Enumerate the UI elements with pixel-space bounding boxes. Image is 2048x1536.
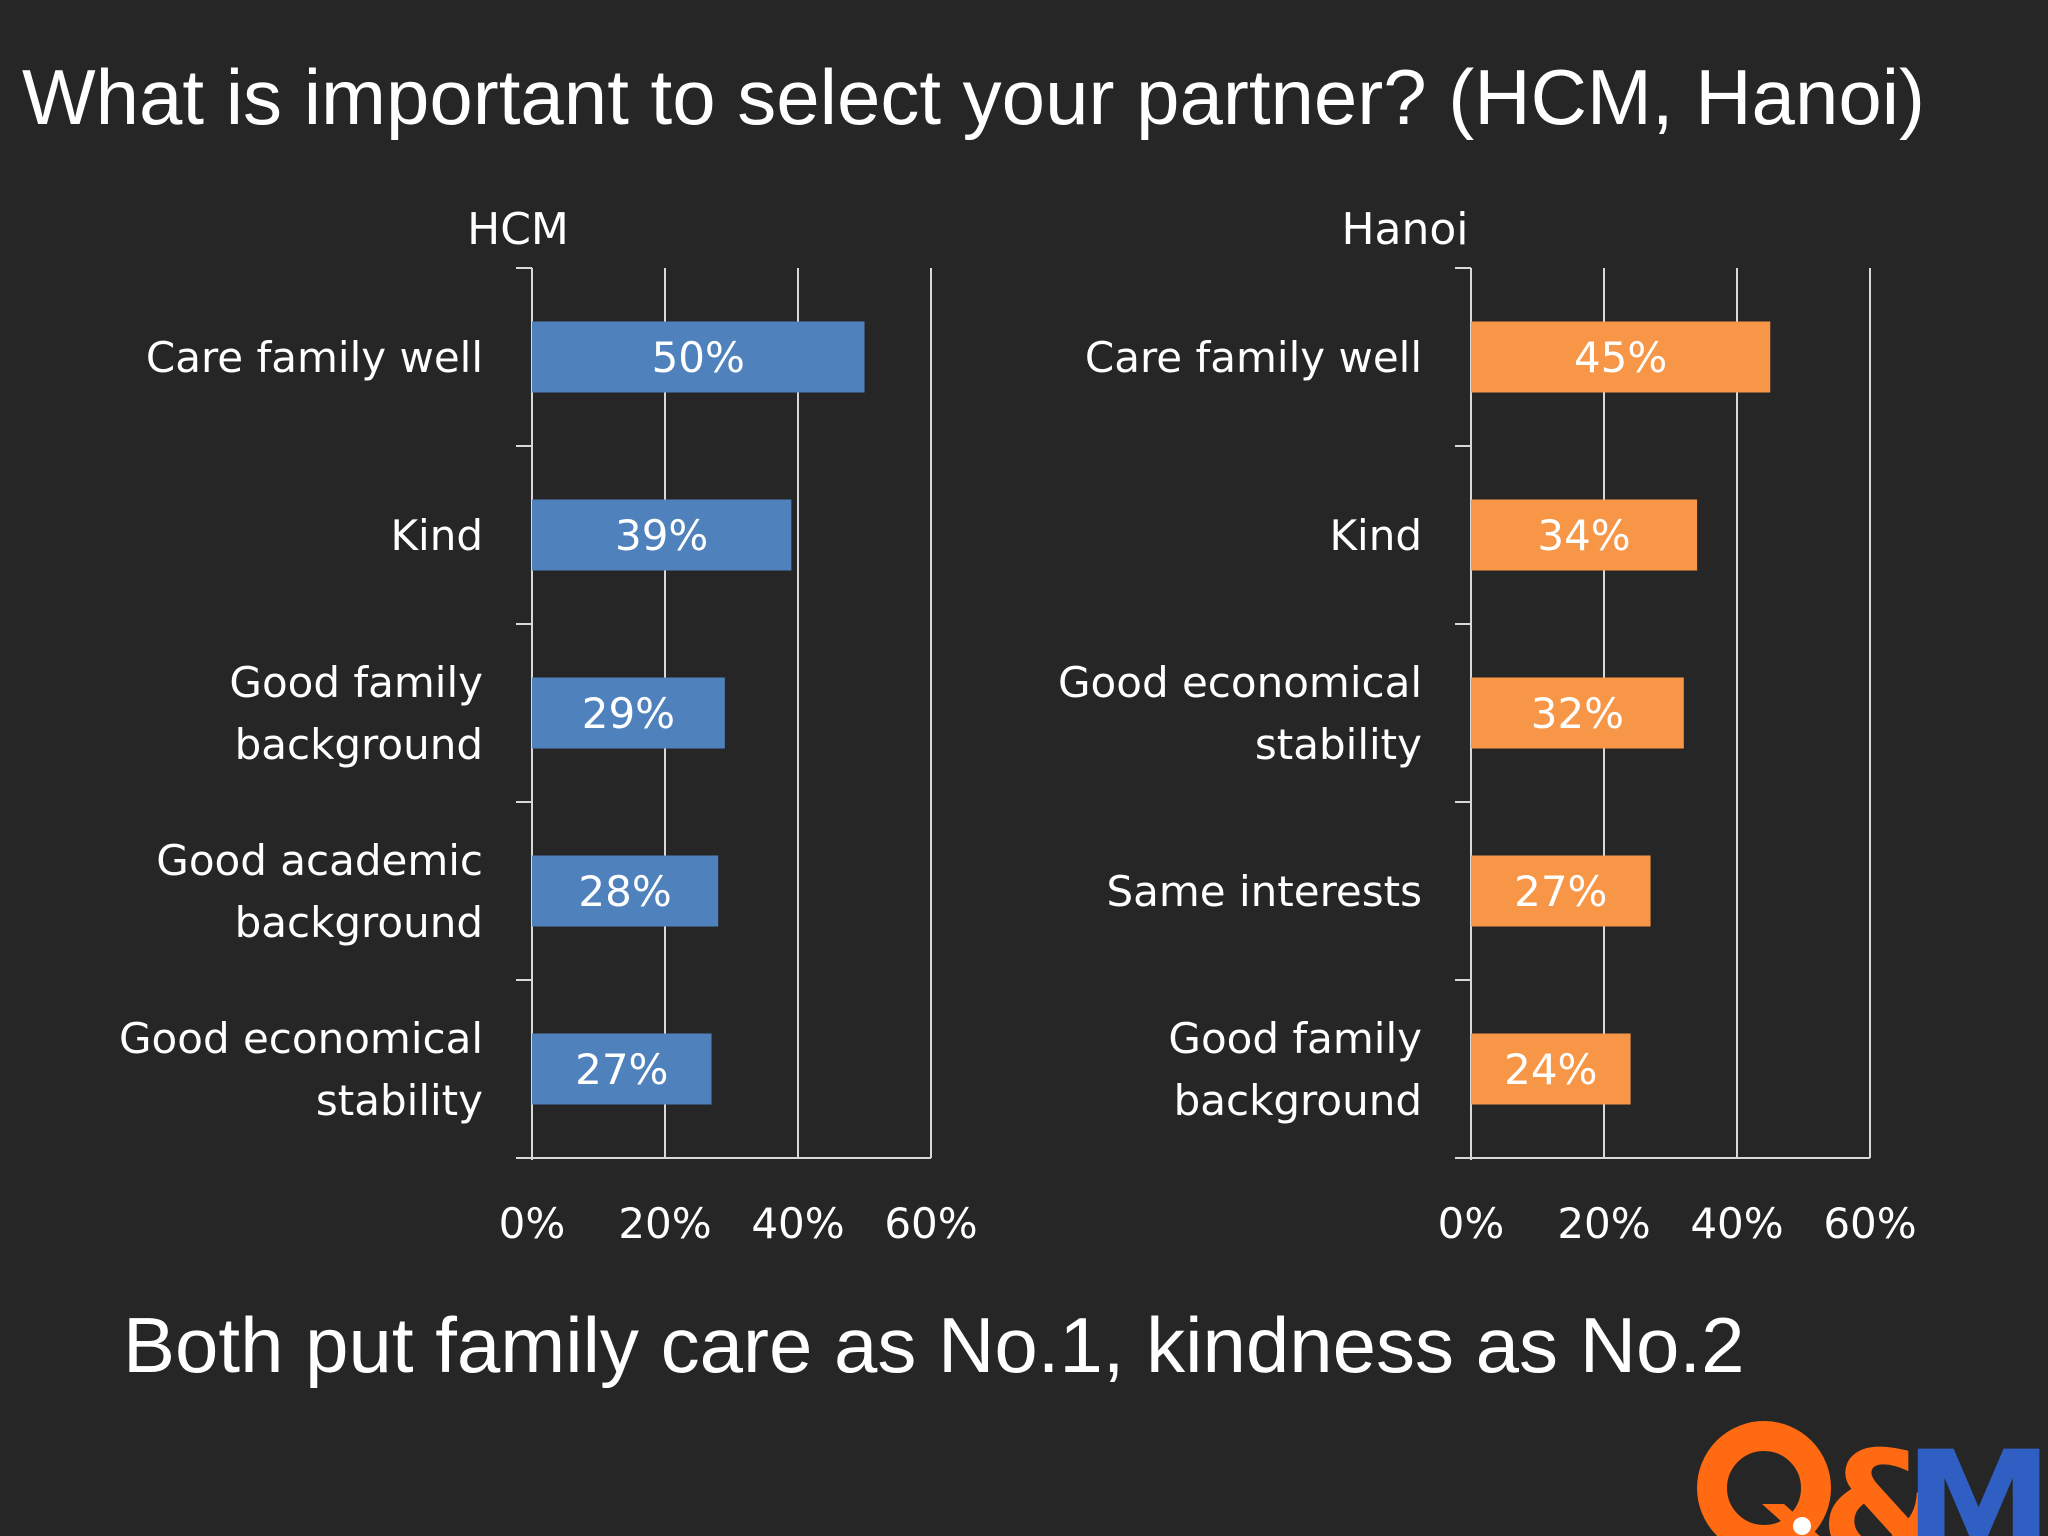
hcm-category-label: background: [235, 720, 483, 769]
hanoi-category-label: Kind: [1330, 511, 1423, 560]
hanoi-tick-label: 40%: [1690, 1199, 1783, 1248]
brand-logo: & Me: [1692, 1408, 2048, 1536]
hcm-tick-label: 0%: [499, 1199, 566, 1248]
hanoi-bar: [1471, 855, 1651, 927]
hcm-chart-title: HCM: [467, 204, 569, 255]
hanoi-data-label: 45%: [1574, 333, 1667, 382]
hcm-bar: [532, 1033, 712, 1105]
hanoi-category-label: background: [1174, 1076, 1422, 1125]
hcm-category-label: Care family well: [146, 333, 483, 382]
hanoi-bar: [1471, 499, 1698, 571]
hanoi-data-label: 27%: [1514, 867, 1607, 916]
hcm-category-label: Good academic: [156, 836, 483, 885]
hcm-data-label: 27%: [575, 1045, 668, 1094]
hcm-bar: [532, 499, 792, 571]
hcm-data-label: 39%: [615, 511, 708, 560]
slide-conclusion: Both put family care as No.1, kindness a…: [123, 1301, 1745, 1389]
hanoi-tick-label: 0%: [1438, 1199, 1505, 1248]
hcm-category-label: Good family: [229, 658, 483, 707]
hanoi-category-label: Good economical: [1058, 658, 1422, 707]
hcm-tick-label: 60%: [884, 1199, 977, 1248]
hcm-category-label: Good economical: [119, 1014, 483, 1063]
logo-ampersand: &: [1820, 1420, 1951, 1536]
hcm-bar: [532, 321, 865, 393]
hanoi-tick-label: 60%: [1823, 1199, 1916, 1248]
chart-hcm: HCM 50% Care family well 39% Kind 29% Good fam…: [119, 204, 978, 1248]
hanoi-data-label: 32%: [1531, 689, 1624, 738]
hanoi-chart-title: Hanoi: [1341, 204, 1468, 255]
hanoi-tick-label: 20%: [1557, 1199, 1650, 1248]
logo-q-mark: [1697, 1421, 1831, 1536]
hanoi-category-label: stability: [1255, 720, 1422, 769]
hanoi-bar: [1471, 677, 1684, 749]
hcm-category-label: Kind: [391, 511, 484, 560]
logo-me: Me: [1904, 1420, 2048, 1536]
hcm-bar: [532, 677, 725, 749]
hanoi-category-label: Good family: [1168, 1014, 1422, 1063]
hcm-data-label: 29%: [582, 689, 675, 738]
hanoi-data-label: 34%: [1537, 511, 1630, 560]
hcm-bar: [532, 855, 719, 927]
hanoi-category-label: Care family well: [1085, 333, 1422, 382]
hcm-data-label: 50%: [652, 333, 745, 382]
hcm-tick-label: 40%: [751, 1199, 844, 1248]
hcm-data-label: 28%: [578, 867, 671, 916]
hcm-tick-label: 20%: [618, 1199, 711, 1248]
hanoi-data-label: 24%: [1504, 1045, 1597, 1094]
hcm-category-label: stability: [316, 1076, 483, 1125]
slide-title: What is important to select your partner…: [22, 53, 1926, 141]
chart-hanoi: Hanoi 45% Care family well 34% Kind 32% Good e…: [1058, 204, 1917, 1248]
hcm-category-label: background: [235, 898, 483, 947]
hanoi-bar: [1471, 321, 1771, 393]
hanoi-category-label: Same interests: [1106, 867, 1422, 916]
hanoi-bar: [1471, 1033, 1631, 1105]
